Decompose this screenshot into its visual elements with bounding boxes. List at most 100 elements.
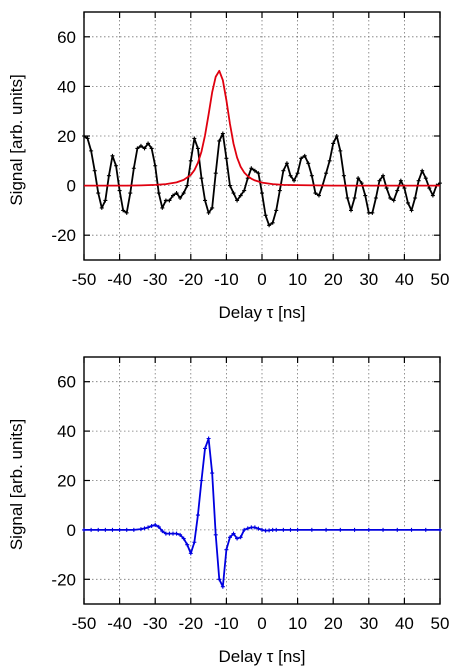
x-tick-label: -10 [214, 270, 239, 289]
data-point [277, 188, 282, 193]
data-point [142, 146, 147, 151]
data-point [199, 176, 204, 181]
data-point [366, 527, 371, 532]
y-tick-label: 40 [57, 77, 76, 96]
data-point [192, 136, 197, 141]
data-point [430, 193, 435, 198]
data-point [121, 208, 126, 213]
data-point [110, 527, 115, 532]
data-point [114, 163, 119, 168]
data-point [96, 527, 101, 532]
data-point [149, 523, 154, 528]
data-point [438, 527, 442, 532]
data-point [106, 173, 111, 178]
data-point [334, 134, 339, 138]
data-point [274, 208, 279, 213]
x-tick-label: 20 [324, 270, 343, 289]
x-tick-label: -20 [179, 614, 204, 633]
data-point [96, 191, 101, 196]
data-point [288, 173, 293, 178]
data-point [413, 196, 418, 200]
x-tick-label: 30 [359, 614, 378, 633]
data-point [171, 193, 175, 198]
data-point [438, 181, 442, 186]
data-point [306, 161, 311, 166]
data-point [370, 210, 375, 215]
data-point [341, 173, 346, 178]
data-point [391, 198, 396, 203]
data-point [220, 584, 225, 589]
data-point [409, 527, 414, 532]
x-tick-label: 10 [288, 270, 307, 289]
data-point [249, 525, 254, 530]
data-point [252, 525, 257, 530]
data-point [82, 527, 86, 532]
y-axis-label: Signal [arb. units] [7, 74, 26, 205]
data-point [131, 166, 136, 171]
data-point [423, 176, 428, 181]
data-point [249, 166, 254, 171]
data-point [363, 193, 368, 198]
x-tick-label: 50 [431, 270, 450, 289]
data-point [316, 193, 321, 198]
y-tick-label: 20 [57, 472, 76, 491]
data-point [377, 178, 382, 183]
x-tick-label: 30 [359, 270, 378, 289]
data-point [160, 205, 165, 210]
data-point [402, 186, 407, 191]
data-point [252, 168, 257, 173]
data-point [267, 223, 272, 228]
data-point [203, 446, 208, 451]
x-tick-label: 10 [288, 614, 307, 633]
x-tick-label: 0 [257, 270, 266, 289]
data-point [416, 178, 421, 183]
data-point [263, 213, 268, 218]
data-point [185, 183, 190, 188]
data-point [270, 527, 275, 532]
data-point [356, 176, 361, 181]
series-line-0 [84, 437, 440, 588]
data-point [420, 168, 425, 173]
data-point [110, 153, 115, 158]
y-tick-label: 60 [57, 28, 76, 47]
x-tick-label: -10 [214, 614, 239, 633]
data-point [188, 158, 193, 163]
data-point [270, 220, 275, 225]
data-point [267, 528, 272, 533]
data-point [135, 146, 140, 151]
data-point [242, 527, 247, 532]
data-point [89, 148, 94, 153]
data-point [352, 527, 357, 532]
data-point [263, 528, 268, 533]
data-point [128, 191, 133, 196]
data-point [167, 198, 172, 203]
data-point [89, 527, 94, 532]
x-tick-label: -40 [107, 270, 132, 289]
x-tick-label: -50 [72, 270, 97, 289]
data-point [160, 529, 165, 534]
data-point [281, 527, 286, 532]
data-point [388, 196, 393, 200]
data-point [203, 198, 208, 203]
data-point [117, 527, 122, 532]
data-point [99, 205, 104, 210]
data-point [373, 196, 378, 200]
data-point [146, 141, 151, 146]
data-point [131, 527, 136, 532]
x-tick-label: -40 [107, 614, 132, 633]
data-point [213, 171, 218, 176]
y-tick-label: 40 [57, 422, 76, 441]
data-point [395, 188, 400, 193]
data-point [146, 525, 151, 530]
x-tick-label: 0 [257, 614, 266, 633]
data-point [352, 196, 357, 200]
data-point [163, 198, 168, 203]
data-point [178, 532, 183, 537]
data-point [220, 131, 225, 136]
y-tick-label: -20 [51, 226, 76, 245]
data-point [235, 536, 240, 541]
y-tick-label: -20 [51, 570, 76, 589]
data-point [167, 531, 172, 536]
data-point [92, 168, 97, 173]
